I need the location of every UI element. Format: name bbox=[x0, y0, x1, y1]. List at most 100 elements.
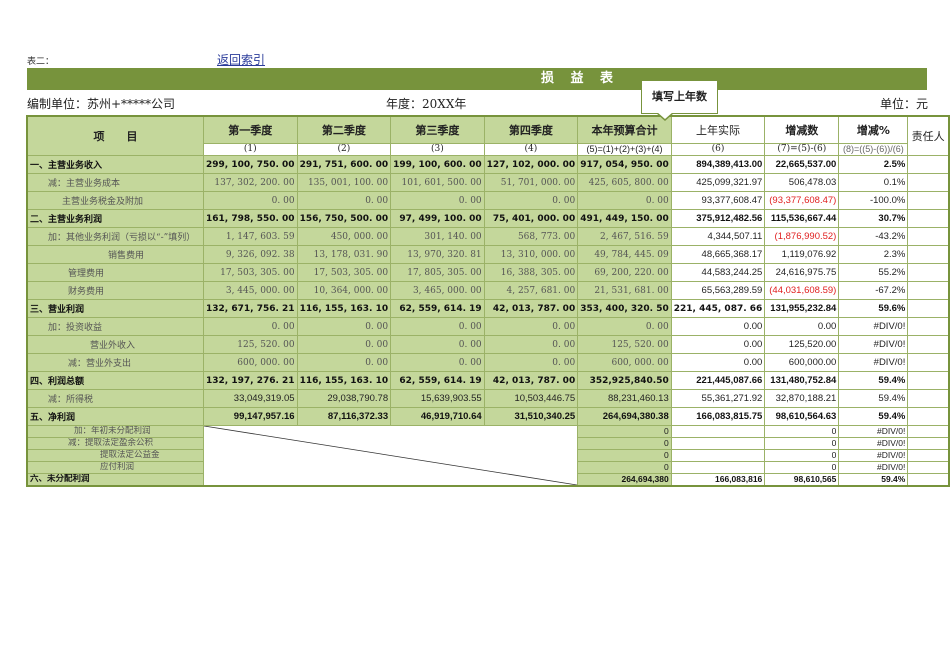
cell-change-pct[interactable]: #DIV/0! bbox=[838, 317, 909, 336]
cell-q4[interactable]: 4, 257, 681. 00 bbox=[483, 281, 579, 300]
cell-q2[interactable]: 0. 00 bbox=[296, 353, 392, 372]
cell-owner[interactable] bbox=[907, 299, 950, 318]
cell-q1[interactable]: 0. 00 bbox=[203, 191, 298, 210]
cell-q4[interactable]: 42, 013, 787. 00 bbox=[483, 371, 579, 390]
cell-change-pct[interactable]: #DIV/0! bbox=[838, 335, 909, 354]
cell-budget-total[interactable]: 353, 400, 320. 50 bbox=[577, 299, 672, 318]
cell-change-pct[interactable]: 2.5% bbox=[838, 155, 909, 174]
cell-q1[interactable]: 0. 00 bbox=[203, 317, 298, 336]
cell-owner[interactable] bbox=[907, 473, 950, 487]
cell-q3[interactable]: 13, 970, 320. 81 bbox=[390, 245, 485, 264]
cell-q4[interactable]: 31,510,340.25 bbox=[483, 407, 579, 426]
cell-owner[interactable] bbox=[907, 407, 950, 426]
cell-q2[interactable]: 0. 00 bbox=[296, 191, 392, 210]
cell-q2[interactable]: 0. 00 bbox=[296, 335, 392, 354]
cell-owner[interactable] bbox=[907, 425, 950, 438]
cell-change[interactable]: 506,478.03 bbox=[764, 173, 840, 192]
cell-change[interactable]: (1,876,990.52) bbox=[764, 227, 840, 246]
cell-q1[interactable]: 17, 503, 305. 00 bbox=[203, 263, 298, 282]
cell-change-pct[interactable]: 55.2% bbox=[838, 263, 909, 282]
cell-last-year[interactable]: 0.00 bbox=[670, 335, 766, 354]
cell-change[interactable]: (93,377,608.47) bbox=[764, 191, 840, 210]
cell-q3[interactable]: 301, 140. 00 bbox=[390, 227, 485, 246]
cell-q1[interactable]: 9, 326, 092. 38 bbox=[203, 245, 298, 264]
cell-last-year[interactable] bbox=[670, 437, 766, 450]
cell-change[interactable]: (44,031,608.59) bbox=[764, 281, 840, 300]
cell-q4[interactable]: 0. 00 bbox=[483, 317, 579, 336]
cell-q2[interactable]: 116, 155, 163. 10 bbox=[296, 299, 392, 318]
cell-owner[interactable] bbox=[907, 209, 950, 228]
cell-change[interactable]: 22,665,537.00 bbox=[764, 155, 840, 174]
cell-q4[interactable]: 51, 701, 000. 00 bbox=[483, 173, 579, 192]
cell-change-pct[interactable]: 59.4% bbox=[838, 389, 909, 408]
cell-q3[interactable]: 199, 100, 600. 00 bbox=[390, 155, 485, 174]
cell-q3[interactable]: 0. 00 bbox=[390, 317, 485, 336]
cell-last-year[interactable]: 55,361,271.92 bbox=[670, 389, 766, 408]
cell-change[interactable]: 125,520.00 bbox=[764, 335, 840, 354]
cell-change-pct[interactable]: #DIV/0! bbox=[838, 353, 909, 372]
cell-q3[interactable]: 15,639,903.55 bbox=[390, 389, 485, 408]
cell-q1[interactable]: 3, 445, 000. 00 bbox=[203, 281, 298, 300]
cell-q2[interactable]: 13, 178, 031. 90 bbox=[296, 245, 392, 264]
cell-budget-total[interactable]: 425, 605, 800. 00 bbox=[577, 173, 672, 192]
cell-change-pct[interactable]: 30.7% bbox=[838, 209, 909, 228]
cell-q4[interactable]: 75, 401, 000. 00 bbox=[483, 209, 579, 228]
cell-budget-total[interactable]: 0. 00 bbox=[577, 317, 672, 336]
cell-budget-total[interactable]: 0 bbox=[577, 425, 672, 438]
cell-change-pct[interactable]: 59.4% bbox=[838, 371, 909, 390]
cell-q3[interactable]: 3, 465, 000. 00 bbox=[390, 281, 485, 300]
cell-last-year[interactable]: 375,912,482.56 bbox=[670, 209, 766, 228]
cell-budget-total[interactable]: 0 bbox=[577, 449, 672, 462]
cell-q4[interactable]: 13, 310, 000. 00 bbox=[483, 245, 579, 264]
cell-last-year[interactable]: 93,377,608.47 bbox=[670, 191, 766, 210]
cell-owner[interactable] bbox=[907, 353, 950, 372]
cell-change[interactable]: 24,616,975.75 bbox=[764, 263, 840, 282]
cell-q1[interactable]: 33,049,319.05 bbox=[203, 389, 298, 408]
cell-budget-total[interactable]: 917, 054, 950. 00 bbox=[577, 155, 672, 174]
cell-budget-total[interactable]: 0 bbox=[577, 461, 672, 474]
back-to-index-link[interactable]: 返回索引 bbox=[217, 53, 266, 67]
cell-q1[interactable]: 1, 147, 603. 59 bbox=[203, 227, 298, 246]
cell-last-year[interactable]: 0.00 bbox=[670, 353, 766, 372]
cell-last-year[interactable] bbox=[670, 425, 766, 438]
cell-q2[interactable]: 29,038,790.78 bbox=[296, 389, 392, 408]
cell-owner[interactable] bbox=[907, 461, 950, 474]
cell-q2[interactable]: 156, 750, 500. 00 bbox=[296, 209, 392, 228]
cell-change[interactable]: 0 bbox=[764, 449, 840, 462]
cell-budget-total[interactable]: 491, 449, 150. 00 bbox=[577, 209, 672, 228]
cell-q3[interactable]: 97, 499, 100. 00 bbox=[390, 209, 485, 228]
cell-q4[interactable]: 16, 388, 305. 00 bbox=[483, 263, 579, 282]
cell-q3[interactable]: 0. 00 bbox=[390, 353, 485, 372]
cell-q1[interactable]: 137, 302, 200. 00 bbox=[203, 173, 298, 192]
cell-change[interactable]: 98,610,565 bbox=[764, 473, 840, 487]
cell-owner[interactable] bbox=[907, 245, 950, 264]
cell-owner[interactable] bbox=[907, 263, 950, 282]
cell-last-year[interactable]: 0.00 bbox=[670, 317, 766, 336]
cell-budget-total[interactable]: 125, 520. 00 bbox=[577, 335, 672, 354]
cell-change[interactable]: 1,119,076.92 bbox=[764, 245, 840, 264]
cell-last-year[interactable]: 894,389,413.00 bbox=[670, 155, 766, 174]
cell-change-pct[interactable]: 59.4% bbox=[838, 473, 909, 487]
cell-q3[interactable]: 62, 559, 614. 19 bbox=[390, 299, 485, 318]
cell-last-year[interactable]: 166,083,816 bbox=[670, 473, 766, 487]
cell-budget-total[interactable]: 88,231,460.13 bbox=[577, 389, 672, 408]
cell-change-pct[interactable]: 0.1% bbox=[838, 173, 909, 192]
cell-owner[interactable] bbox=[907, 437, 950, 450]
cell-change[interactable]: 0 bbox=[764, 437, 840, 450]
cell-q4[interactable]: 0. 00 bbox=[483, 335, 579, 354]
cell-last-year[interactable]: 166,083,815.75 bbox=[670, 407, 766, 426]
cell-q4[interactable]: 127, 102, 000. 00 bbox=[483, 155, 579, 174]
cell-q1[interactable]: 132, 671, 756. 21 bbox=[203, 299, 298, 318]
cell-change[interactable]: 131,955,232.84 bbox=[764, 299, 840, 318]
cell-q2[interactable]: 17, 503, 305. 00 bbox=[296, 263, 392, 282]
cell-change[interactable]: 98,610,564.63 bbox=[764, 407, 840, 426]
cell-last-year[interactable]: 48,665,368.17 bbox=[670, 245, 766, 264]
cell-last-year[interactable]: 44,583,244.25 bbox=[670, 263, 766, 282]
cell-owner[interactable] bbox=[907, 389, 950, 408]
cell-budget-total[interactable]: 0 bbox=[577, 437, 672, 450]
cell-change-pct[interactable]: 2.3% bbox=[838, 245, 909, 264]
cell-owner[interactable] bbox=[907, 335, 950, 354]
cell-budget-total[interactable]: 69, 200, 220. 00 bbox=[577, 263, 672, 282]
cell-q3[interactable]: 101, 601, 500. 00 bbox=[390, 173, 485, 192]
cell-q2[interactable]: 116, 155, 163. 10 bbox=[296, 371, 392, 390]
